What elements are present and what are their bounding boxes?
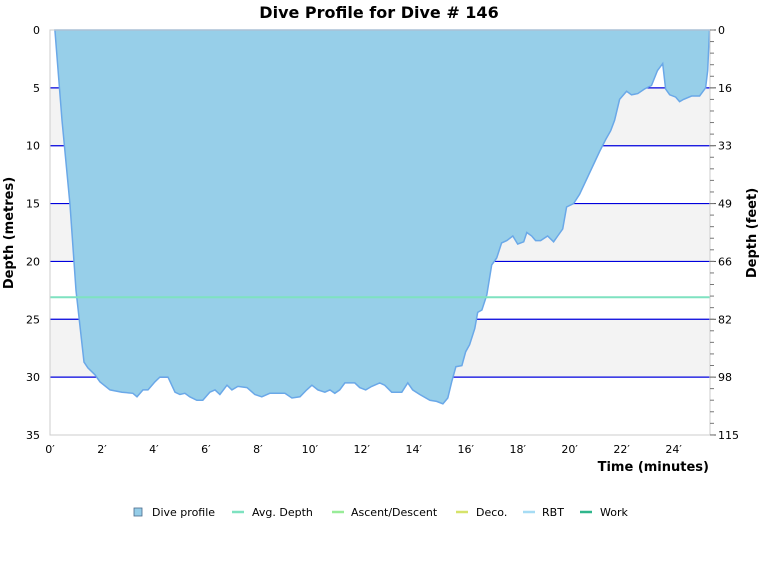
y-tick-label: 15 [26, 198, 40, 211]
y-tick-label: 5 [33, 82, 40, 95]
legend: Dive profile Avg. Depth Ascent/Descent Deco… [133, 506, 628, 519]
y-axis-right-label: Depth (feet) [745, 188, 760, 278]
chart-title: Dive Profile for Dive # 146 [259, 3, 498, 22]
y-axis-label: Depth (metres) [2, 177, 17, 289]
x-tick-label: 4′ [149, 443, 159, 456]
x-tick-label: 2′ [97, 443, 107, 456]
x-tick-label: 12′ [354, 443, 371, 456]
legend-swatch [133, 507, 143, 517]
y-right-tick-label: 0 [718, 24, 725, 37]
y-right-tick-label: 66 [718, 255, 732, 268]
x-tick-label: 22′ [613, 443, 630, 456]
legend-label: Work [600, 506, 628, 519]
y-tick-label: 35 [26, 429, 40, 442]
y-right-tick-label: 16 [718, 82, 732, 95]
legend-label: RBT [542, 506, 564, 519]
legend-label: Dive profile [152, 506, 215, 519]
dive-profile-area [54, 29, 711, 405]
x-tick-label: 24′ [665, 443, 682, 456]
x-tick-label: 8′ [253, 443, 263, 456]
y-tick-label: 0 [33, 24, 40, 37]
x-tick-label: 6′ [201, 443, 211, 456]
y-right-tick-label: 98 [718, 371, 732, 384]
legend-label: Ascent/Descent [351, 506, 438, 519]
y-tick-label: 25 [26, 313, 40, 326]
legend-label: Deco. [476, 506, 507, 519]
x-tick-label: 10′ [302, 443, 319, 456]
plot-frame [49, 29, 711, 436]
legend-label: Avg. Depth [252, 506, 313, 519]
y-tick-label: 30 [26, 371, 40, 384]
x-tick-label: 20′ [561, 443, 578, 456]
y-right-tick-label: 82 [718, 313, 732, 326]
y-tick-label: 20 [26, 255, 40, 268]
x-axis-label: Time (minutes) [598, 460, 709, 475]
x-tick-label: 18′ [509, 443, 526, 456]
y-right-tick-label: 49 [718, 198, 732, 211]
x-tick-label: 16′ [457, 443, 474, 456]
y-tick-label: 10 [26, 140, 40, 153]
y-right-tick-label: 33 [718, 140, 732, 153]
x-tick-label: 0′ [45, 443, 55, 456]
x-tick-label: 14′ [406, 443, 423, 456]
y-right-tick-label: 115 [718, 429, 739, 442]
